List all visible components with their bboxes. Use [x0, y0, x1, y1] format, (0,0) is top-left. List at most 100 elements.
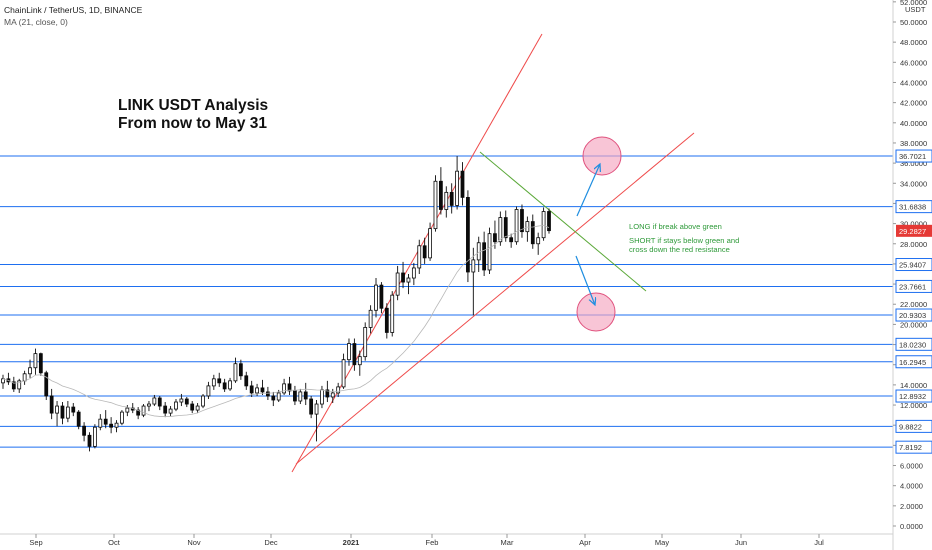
chart-legend: ChainLink / TetherUS, 1D, BINANCE MA (21…: [4, 4, 142, 28]
candlesticks: [1, 156, 551, 452]
candle-body: [266, 391, 270, 397]
candle-body: [222, 382, 227, 390]
candle-body: [152, 397, 157, 405]
candle-body: [460, 170, 465, 198]
upper-channel-line: [291, 33, 543, 473]
x-tick-label: Dec: [264, 538, 278, 547]
candle-body: [276, 392, 281, 401]
candle-body: [503, 217, 508, 239]
level-badge: [895, 355, 932, 369]
candle-body: [303, 391, 308, 400]
candle-body: [395, 272, 400, 296]
candle-body: [293, 390, 297, 402]
moving-average-line: [2, 224, 550, 417]
candle-body: [449, 191, 454, 206]
candle-body: [325, 389, 330, 398]
candle-body: [147, 403, 151, 407]
analysis-title-line-2: From now to May 31: [118, 115, 267, 132]
candle-body: [60, 405, 65, 419]
ma-indicator-label[interactable]: MA (21, close, 0): [4, 17, 68, 27]
symbol-label[interactable]: ChainLink / TetherUS, 1D, BINANCE: [4, 5, 143, 15]
downside-target-circle: [576, 292, 616, 332]
candle-body: [287, 383, 292, 392]
candle-body: [347, 343, 351, 361]
candle-body: [411, 267, 416, 279]
long-note: LONG if break above green: [629, 222, 722, 231]
last-price-badge: [896, 224, 932, 237]
time-axis[interactable]: Sep Oct Nov Dec 2021 Feb Mar Apr May Jun Jul: [0, 533, 893, 547]
y-tick-label: 4.0000: [900, 482, 923, 491]
candle-body: [363, 327, 368, 358]
level-badge: [895, 419, 932, 433]
candle-body: [384, 307, 389, 333]
trend-lines: [291, 33, 695, 473]
y-tick-label: 14.0000: [900, 381, 927, 390]
y-tick-label: 30.0000: [900, 220, 927, 229]
level-badge-label: 12.8932: [899, 392, 926, 401]
candle-body: [487, 233, 492, 271]
candle-body: [38, 353, 43, 374]
green-resistance-line: [479, 151, 647, 292]
x-tick-label: Jul: [814, 538, 824, 547]
last-price-label: 29.2827: [899, 227, 926, 236]
level-badge-label: 36.7021: [899, 152, 926, 161]
candle-body: [103, 418, 108, 425]
y-tick-label: 12.0000: [900, 401, 927, 410]
lower-support-line: [295, 132, 695, 465]
level-badge-label: 20.9303: [899, 311, 926, 320]
candle-body: [493, 233, 497, 243]
candle-body: [428, 228, 432, 259]
candle-body: [76, 411, 81, 427]
candle-body: [520, 209, 524, 233]
level-badge: [895, 200, 932, 214]
horizontal-levels: [0, 155, 893, 448]
candle-body: [330, 392, 335, 398]
candle-body: [314, 403, 319, 415]
candle-body: [309, 398, 314, 415]
y-tick-label: 48.0000: [900, 38, 927, 47]
y-tick-label: 42.0000: [900, 99, 927, 108]
candle-body: [271, 395, 276, 401]
long-arrow: [576, 164, 600, 217]
candle-body: [509, 237, 514, 243]
candle-body: [471, 259, 476, 273]
candle-body: [114, 422, 119, 428]
candle-body: [190, 403, 195, 411]
level-badge: [895, 308, 932, 322]
level-badge-label: 25.9407: [899, 261, 926, 270]
candle-body: [87, 434, 92, 447]
candle-body: [336, 386, 341, 394]
candle-body: [547, 211, 551, 232]
level-badge-label: 18.0230: [899, 340, 926, 349]
y-tick-label: 0.0000: [900, 522, 923, 531]
candle-body: [109, 423, 114, 428]
candle-body: [374, 284, 378, 311]
x-tick-label: Oct: [108, 538, 121, 547]
level-badge-label: 31.6838: [899, 203, 926, 212]
candle-body: [22, 373, 27, 382]
candle-body: [17, 380, 22, 390]
level-badge: [895, 258, 932, 272]
candle-body: [136, 409, 141, 416]
y-tick-label: 40.0000: [900, 119, 927, 128]
price-axis[interactable]: 0.00002.00004.00006.00008.000010.000012.…: [892, 0, 932, 550]
candle-body: [249, 385, 254, 394]
candle-body: [93, 426, 97, 447]
candle-body: [211, 378, 216, 387]
candle-body: [201, 395, 205, 407]
x-tick-label: Jun: [735, 538, 747, 547]
candle-body: [514, 209, 519, 243]
x-tick-label: Nov: [187, 538, 201, 547]
level-badge-label: 23.7661: [899, 282, 926, 291]
candle-body: [195, 405, 200, 411]
candle-body: [174, 401, 178, 410]
candle-body: [44, 372, 49, 397]
candle-body: [444, 191, 449, 210]
candle-body: [163, 405, 168, 414]
candle-body: [65, 406, 70, 419]
candle-body: [238, 363, 243, 377]
y-tick-label: 52.0000: [900, 0, 927, 7]
candle-body: [217, 378, 222, 384]
y-tick-label: 34.0000: [900, 179, 927, 188]
